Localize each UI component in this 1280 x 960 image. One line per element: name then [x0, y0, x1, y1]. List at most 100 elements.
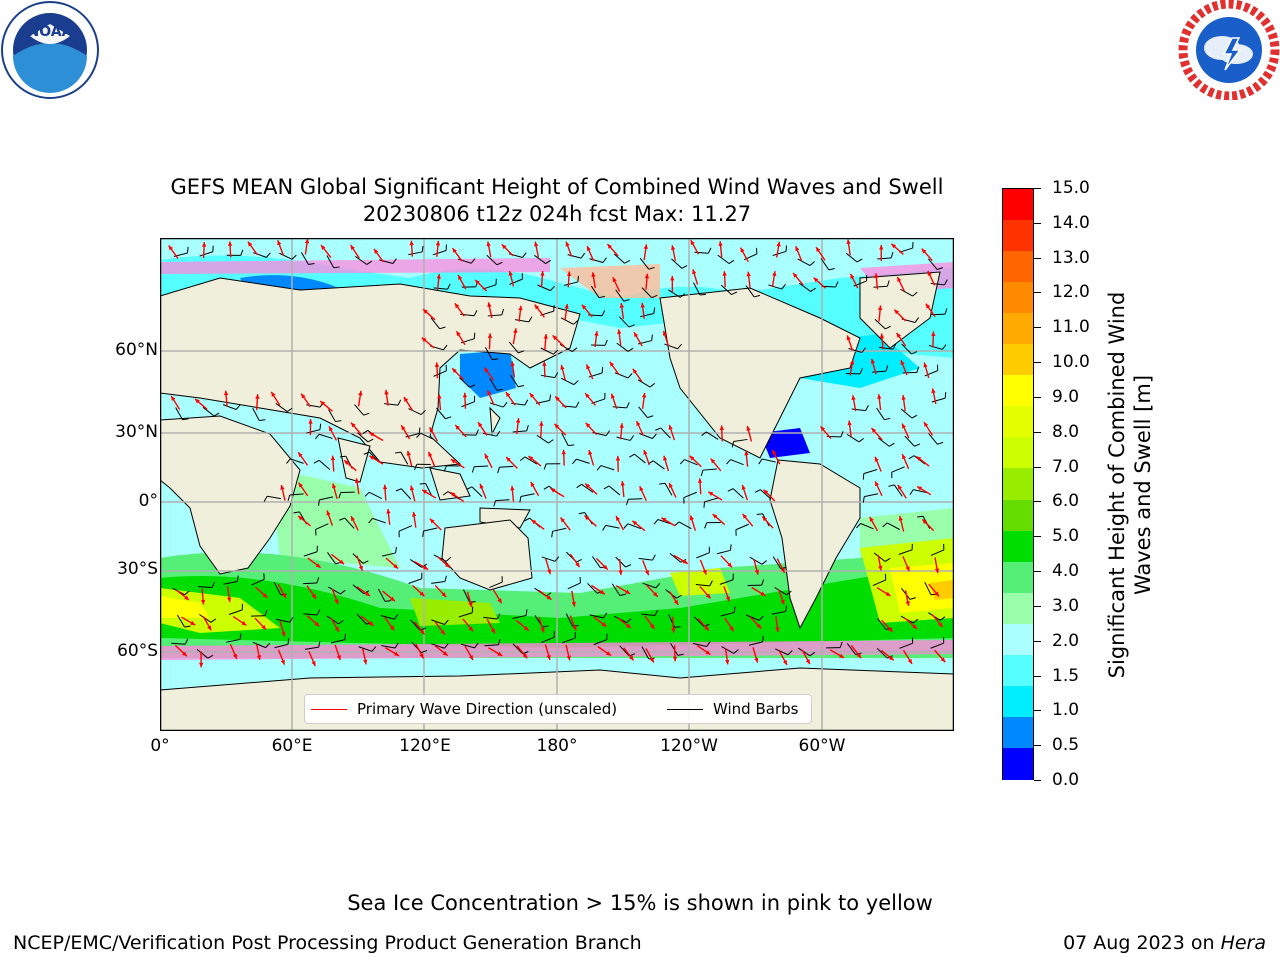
wave-arrow-head [382, 484, 388, 490]
wind-barb [273, 582, 282, 596]
wind-barb-flag [286, 407, 293, 412]
wind-barb-flag [313, 459, 320, 464]
wind-barb [433, 370, 447, 377]
noaa-logo-text: NOAA [28, 24, 73, 40]
wave-arrow-head [849, 359, 855, 365]
wave-arrow-head [547, 569, 552, 575]
wave-arrow-head [455, 425, 460, 430]
colorbar-segment [1003, 344, 1033, 377]
wind-barb [657, 519, 672, 525]
wind-barb-flag [420, 410, 426, 415]
wave-arrow-head [871, 427, 877, 433]
wind-barb [902, 371, 917, 374]
wind-barb [797, 258, 811, 266]
wind-barb [222, 404, 237, 410]
wind-barb [898, 549, 913, 555]
wind-barb-flag [368, 518, 373, 524]
wind-barb-flag [445, 556, 452, 562]
wind-barb [489, 402, 504, 408]
wind-barb [460, 643, 475, 649]
wind-barb-flag [573, 380, 579, 385]
wave-arrow-head [334, 599, 339, 605]
wind-barb-flag [319, 423, 322, 430]
wave-arrow-head [331, 483, 337, 489]
wave-arrow-head [555, 396, 560, 402]
wind-barb-flag [333, 266, 340, 269]
wave-arrow-head [625, 623, 631, 629]
wind-barb [372, 517, 386, 524]
wind-barb-flag [443, 465, 447, 472]
wave-arrow-head [241, 620, 247, 626]
wave-arrow-head [365, 591, 371, 596]
wind-barb [304, 646, 319, 650]
wave-arrow-head [528, 456, 534, 461]
wind-barb [378, 588, 386, 602]
wave-arrow-head [902, 454, 907, 460]
wind-barb-flag [471, 466, 475, 473]
wave-arrow-head [468, 655, 474, 661]
wind-barb [671, 258, 683, 269]
wave-arrow-head [874, 273, 879, 279]
wave-arrow-head [468, 602, 473, 608]
wind-barb [641, 646, 650, 660]
wave-arrow-head [358, 565, 363, 571]
wave-arrow-head [247, 241, 253, 247]
wind-barb [430, 643, 445, 649]
wave-arrow-head [277, 240, 282, 246]
wind-barb-flag [186, 246, 189, 254]
wave-arrow-head [487, 302, 492, 308]
wind-barb [561, 637, 576, 644]
wave-arrow-head [513, 328, 518, 334]
wind-barb [660, 427, 671, 439]
wave-arrow-head [912, 624, 917, 629]
wind-barb-flag [419, 483, 426, 485]
wind-barb-flag [700, 470, 704, 477]
wave-arrow-head [746, 271, 751, 277]
wave-arrow-head [441, 592, 447, 598]
wind-barb [499, 465, 514, 468]
colorbar-tick [1034, 431, 1041, 433]
wind-barb [463, 589, 471, 603]
colorbar-tick-label: 12.0 [1052, 282, 1090, 303]
wind-barb [877, 617, 887, 630]
wind-barb-flag [496, 430, 501, 437]
wave-arrow-head [487, 333, 493, 338]
wind-barb-flag [519, 496, 522, 503]
colorbar-tick [1034, 257, 1041, 259]
wind-barb-flag [393, 614, 399, 620]
wind-barb-flag [293, 511, 300, 514]
wave-arrow-head [423, 309, 428, 314]
wind-barb [306, 429, 321, 434]
wave-arrow-head [454, 303, 460, 309]
wind-barb-flag [263, 496, 268, 502]
colorbar-tick-label: 2.0 [1052, 630, 1080, 651]
colorbar-tick-label: 15.0 [1052, 178, 1090, 198]
wind-barb [474, 465, 489, 468]
wave-arrow-head [905, 566, 910, 572]
wave-arrow-head [227, 597, 232, 603]
wave-arrow-head [594, 331, 599, 336]
wind-barb [887, 522, 900, 530]
wind-barb-flag [554, 556, 560, 562]
wind-barb-flag [944, 279, 948, 286]
wind-barb [356, 613, 367, 625]
wind-barb-flag [439, 326, 446, 330]
wave-arrow-head [339, 559, 345, 565]
wind-barb [355, 255, 368, 265]
wave-arrow-head [669, 482, 674, 488]
wind-barb [683, 491, 697, 499]
wind-barb-flag [445, 416, 452, 420]
wave-arrow-head [368, 621, 374, 626]
wind-barb-flag [596, 465, 602, 471]
wind-barb-flag [603, 485, 610, 490]
wave-arrow-head [663, 455, 668, 461]
wind-barb-flag [497, 638, 501, 645]
wave-arrow-head [363, 659, 368, 665]
footer-host: Hera [1220, 932, 1266, 954]
wave-arrow-head [923, 362, 928, 368]
wind-barb-flag [344, 633, 347, 640]
wind-barb-flag [394, 642, 399, 649]
wind-barb-flag [623, 299, 630, 302]
wind-barb [612, 406, 627, 409]
wind-barb-flag [623, 523, 629, 529]
